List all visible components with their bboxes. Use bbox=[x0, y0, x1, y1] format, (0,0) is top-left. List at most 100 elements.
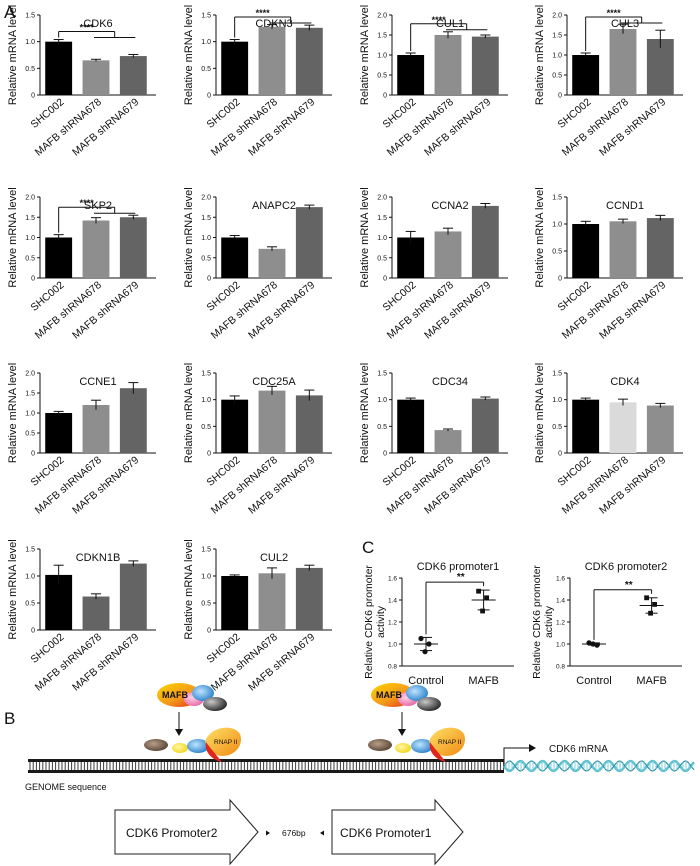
mafb-point bbox=[644, 595, 649, 601]
bar-1 bbox=[221, 41, 249, 95]
bar-3 bbox=[295, 395, 323, 453]
x-tick-label: MAFB bbox=[636, 675, 667, 687]
bar-1 bbox=[397, 237, 425, 278]
chart-title: CCNE1 bbox=[79, 376, 116, 388]
y-axis-label: Relative mRNA level bbox=[534, 5, 546, 105]
promoter2-arrow bbox=[114, 798, 259, 866]
y-tick-label: 1.4 bbox=[388, 598, 397, 605]
bar-1 bbox=[397, 399, 425, 453]
bar-3 bbox=[471, 205, 499, 278]
x-tick-label: MAFB shRNA678 bbox=[560, 96, 631, 159]
y-tick-label: 1.5 bbox=[377, 371, 387, 378]
y-tick-label: 1.5 bbox=[201, 215, 211, 222]
chart-title: CDC25A bbox=[252, 376, 296, 388]
y-tick-label: 0 bbox=[207, 276, 211, 283]
mafb-label-1: MAFB bbox=[162, 690, 188, 700]
y-tick-label: 0.5 bbox=[377, 73, 387, 80]
bar-3 bbox=[646, 405, 674, 453]
bar-3 bbox=[471, 36, 499, 95]
x-tick-label: MAFB shRNA679 bbox=[246, 454, 317, 517]
bar-1 bbox=[221, 237, 249, 278]
y-tick-label: 0 bbox=[558, 93, 562, 100]
tss-arrow bbox=[503, 744, 536, 764]
control-point bbox=[426, 641, 432, 647]
y-tick-label: 1.0 bbox=[552, 53, 562, 60]
y-tick-label: 1.0 bbox=[388, 642, 397, 649]
panel-label-a: A bbox=[4, 3, 16, 22]
x-tick-label: MAFB shRNA679 bbox=[422, 279, 493, 342]
y-tick-label: 0.5 bbox=[201, 424, 211, 431]
bar-3 bbox=[119, 217, 147, 278]
y-tick-label: 1.6 bbox=[388, 576, 397, 583]
mafb-label-2: MAFB bbox=[376, 690, 402, 700]
bar-2 bbox=[258, 573, 286, 630]
x-tick-label: MAFB shRNA679 bbox=[597, 279, 668, 342]
y-tick-label: 0 bbox=[31, 451, 35, 458]
x-tick-label: MAFB shRNA679 bbox=[246, 279, 317, 342]
bar-3 bbox=[295, 567, 323, 630]
y-tick-label: 1.4 bbox=[556, 598, 565, 605]
chart-title: CDK6 promoter1 bbox=[417, 561, 500, 573]
bar-3 bbox=[646, 218, 674, 278]
distance-arrow-left bbox=[266, 830, 270, 836]
y-tick-label: 0.5 bbox=[201, 601, 211, 608]
bar-1 bbox=[221, 576, 249, 630]
control-point bbox=[590, 641, 596, 647]
bar-1 bbox=[45, 413, 73, 453]
bar-2 bbox=[609, 221, 637, 278]
y-tick-label: 1.5 bbox=[201, 547, 211, 554]
chart-title: CDK4 bbox=[610, 376, 639, 388]
mafb-point bbox=[484, 595, 489, 601]
x-tick-label: MAFB shRNA678 bbox=[209, 96, 280, 159]
y-tick-label: 0 bbox=[31, 628, 35, 635]
x-tick-label: MAFB shRNA678 bbox=[33, 279, 104, 342]
x-tick-label: MAFB shRNA679 bbox=[70, 454, 141, 517]
x-tick-label: MAFB shRNA679 bbox=[70, 631, 141, 694]
y-tick-label: 2.0 bbox=[552, 13, 562, 20]
chart-title: CCND1 bbox=[606, 200, 644, 212]
y-tick-label: 1.0 bbox=[556, 642, 565, 649]
y-tick-label: 0 bbox=[207, 451, 211, 458]
x-tick-label: MAFB shRNA679 bbox=[422, 96, 493, 159]
control-point bbox=[594, 642, 600, 648]
y-tick-label: 0.5 bbox=[25, 431, 35, 438]
y-tick-label: 1.5 bbox=[201, 13, 211, 20]
bar-1 bbox=[45, 41, 73, 95]
x-tick-label: MAFB shRNA678 bbox=[385, 96, 456, 159]
bar-2 bbox=[82, 596, 110, 630]
y-tick-label: 2.0 bbox=[25, 371, 35, 378]
x-tick-label: MAFB shRNA679 bbox=[70, 279, 141, 342]
y-axis-label: Relative mRNA level bbox=[7, 5, 19, 105]
promoter1-arrow bbox=[331, 798, 464, 866]
bar-3 bbox=[119, 56, 147, 95]
x-tick-label: MAFB shRNA678 bbox=[209, 454, 280, 517]
y-axis-label: Relative mRNA level bbox=[7, 539, 19, 639]
y-axis-label: Relative mRNA level bbox=[183, 539, 195, 639]
scatter-chart-2: 0.8 1.0 1.2 1.4 1.6 CDK6 promoter2 Relative CD… bbox=[531, 561, 682, 687]
x-tick-label: MAFB shRNA679 bbox=[422, 454, 493, 517]
bar-1 bbox=[572, 55, 600, 95]
bar-2 bbox=[434, 430, 462, 453]
mrna-label: CDK6 mRNA bbox=[549, 744, 608, 755]
bar-1 bbox=[221, 399, 249, 453]
y-tick-label: 0.5 bbox=[552, 249, 562, 256]
y-tick-label: 0.5 bbox=[25, 601, 35, 608]
dna-helix bbox=[28, 759, 505, 773]
x-tick-label: MAFB shRNA678 bbox=[385, 454, 456, 517]
x-tick-label: MAFB shRNA679 bbox=[597, 454, 668, 517]
y-axis-label-2: activity bbox=[375, 605, 387, 638]
chart-title: SKP2 bbox=[84, 200, 112, 212]
x-tick-label: MAFB shRNA679 bbox=[246, 631, 317, 694]
y-axis-label: Relative mRNA level bbox=[359, 187, 371, 287]
chart-title: CDKN1B bbox=[76, 552, 121, 564]
mafb-point bbox=[652, 602, 657, 607]
significance-label: ** bbox=[457, 572, 465, 583]
y-tick-label: 1.0 bbox=[25, 411, 35, 418]
